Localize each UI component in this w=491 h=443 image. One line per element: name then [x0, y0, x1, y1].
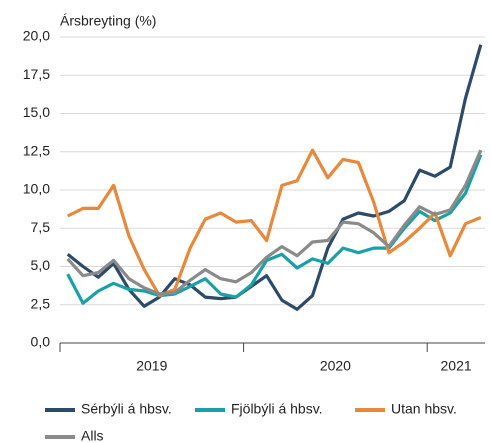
y-tick-label: 10,0	[23, 181, 50, 197]
y-tick-label: 2,5	[31, 295, 51, 311]
x-group-label: 2019	[136, 358, 167, 374]
y-tick-label: 20,0	[23, 28, 50, 44]
y-tick-label: 17,5	[23, 66, 50, 82]
legend-label: Utan hbsv.	[391, 401, 457, 417]
y-tick-label: 12,5	[23, 142, 50, 158]
legend-label: Fjölbýli á hbsv.	[231, 401, 323, 417]
legend-label: Sérbýli á hbsv.	[81, 401, 172, 417]
y-tick-label: 15,0	[23, 104, 50, 120]
series-line	[66, 149, 483, 296]
y-tick-label: 7,5	[31, 219, 51, 235]
y-tick-label: 5,0	[31, 257, 51, 273]
legend-label: Alls	[81, 428, 104, 443]
chart-title: Ársbreyting (%)	[60, 13, 156, 29]
series-line	[66, 154, 483, 305]
y-tick-label: 0,0	[31, 334, 51, 350]
x-group-label: 2021	[441, 358, 472, 374]
series-line	[66, 148, 482, 298]
series-line	[66, 44, 483, 311]
x-group-label: 2020	[320, 358, 351, 374]
